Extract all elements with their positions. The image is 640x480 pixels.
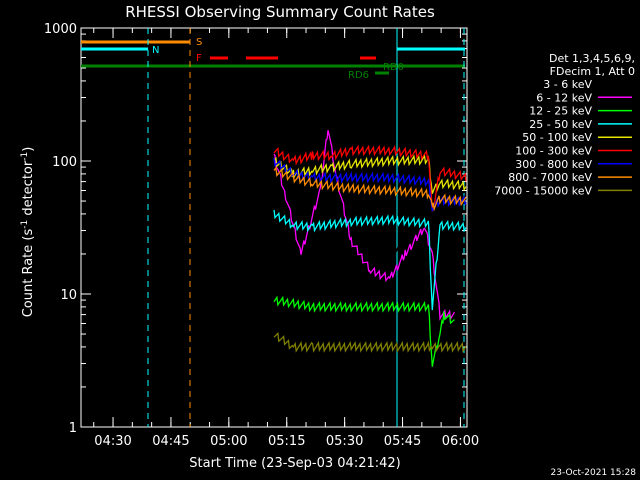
- x-tick-label: 04:30: [94, 434, 131, 449]
- legend-entry: 12 - 25 keV: [529, 105, 592, 118]
- legend-entry: 7000 - 15000 keV: [494, 184, 592, 197]
- y-tick-label: 10: [60, 288, 77, 303]
- series-line: [273, 130, 456, 321]
- annotation-rd0: RD0: [383, 62, 404, 73]
- y-axis-label-exponent: -1: [20, 152, 30, 161]
- x-tick-label: 06:00: [442, 434, 479, 449]
- x-tick-label: 05:30: [326, 434, 363, 449]
- x-axis-label: Start Time (23-Sep-03 04:21:42): [189, 456, 400, 471]
- series-line: [273, 331, 467, 353]
- legend-entry: 800 - 7000 keV: [508, 171, 592, 184]
- status-bars: S N F RD6 RD0: [81, 28, 465, 427]
- series-line: [273, 154, 467, 194]
- legend-entry: 300 - 800 keV: [515, 158, 592, 171]
- x-axis: 04:30 04:45 05:00 05:15 05:30 05:45 06:00: [93, 28, 479, 449]
- x-tick-label: 05:00: [210, 434, 247, 449]
- legend-entry: 25 - 50 keV: [529, 118, 592, 131]
- legend-header: FDecim 1, Att 0: [550, 65, 635, 78]
- y-tick-label: 1: [69, 421, 77, 436]
- chart-title: RHESSI Observing Summary Count Rates: [125, 3, 435, 21]
- legend: Det 1,3,4,5,6,9,FDecim 1, Att 03 - 6 keV…: [494, 52, 635, 197]
- y-axis-label-paren: ): [21, 147, 36, 152]
- x-tick-label: 05:15: [268, 434, 305, 449]
- annotation-n: N: [152, 45, 159, 56]
- x-tick-label: 04:45: [152, 434, 189, 449]
- series-line: [273, 209, 467, 311]
- legend-entry: 3 - 6 keV: [543, 78, 592, 91]
- y-tick-label: 100: [52, 155, 77, 170]
- annotation-s: S: [196, 37, 202, 48]
- y-axis-label: Count Rate (s-1 detector-1): [20, 147, 36, 318]
- legend-entry: 100 - 300 keV: [515, 145, 592, 158]
- series-line: [273, 149, 444, 408]
- series-curves: [273, 130, 467, 408]
- y-tick-label: 1000: [44, 22, 77, 37]
- annotation-rd6: RD6: [348, 70, 369, 81]
- series-line: [273, 166, 467, 212]
- series-line: [273, 295, 455, 367]
- plot-frame: [80, 27, 468, 428]
- y-axis: 1 10 100 1000: [44, 22, 467, 436]
- annotation-f: F: [196, 53, 202, 64]
- legend-entry: 50 - 100 keV: [522, 131, 592, 144]
- timestamp: 23-Oct-2021 15:28: [551, 468, 637, 478]
- legend-entry: 6 - 12 keV: [536, 91, 592, 104]
- x-tick-label: 05:45: [384, 434, 421, 449]
- legend-header: Det 1,3,4,5,6,9,: [549, 52, 635, 65]
